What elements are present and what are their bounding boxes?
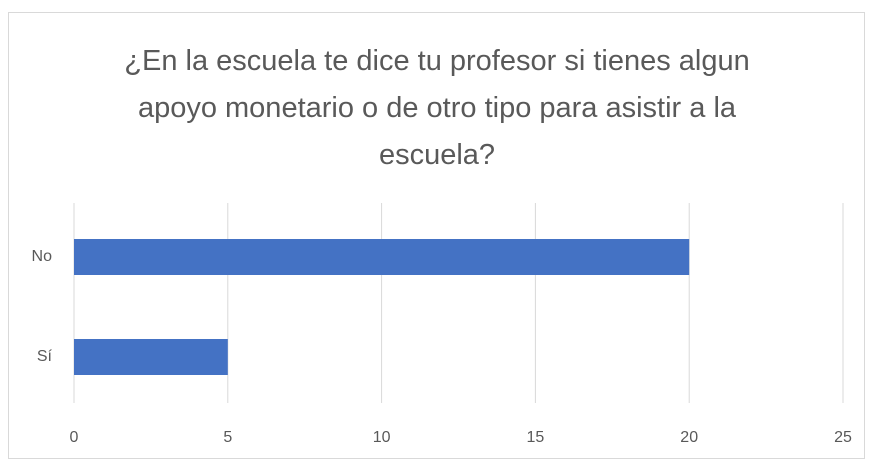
x-tick-label: 25 xyxy=(834,429,852,446)
chart-frame xyxy=(8,12,865,459)
bar xyxy=(74,339,228,375)
x-tick-label: 15 xyxy=(527,429,545,446)
x-tick-label: 10 xyxy=(373,429,391,446)
x-tick-label: 5 xyxy=(223,429,232,446)
y-tick-label: No xyxy=(32,248,53,265)
x-tick-label: 0 xyxy=(70,429,79,446)
bar xyxy=(74,239,690,275)
y-tick-label: Sí xyxy=(37,348,53,365)
x-tick-label: 20 xyxy=(680,429,698,446)
chart-title: ¿En la escuela te dice tu profesor si ti… xyxy=(124,45,750,171)
